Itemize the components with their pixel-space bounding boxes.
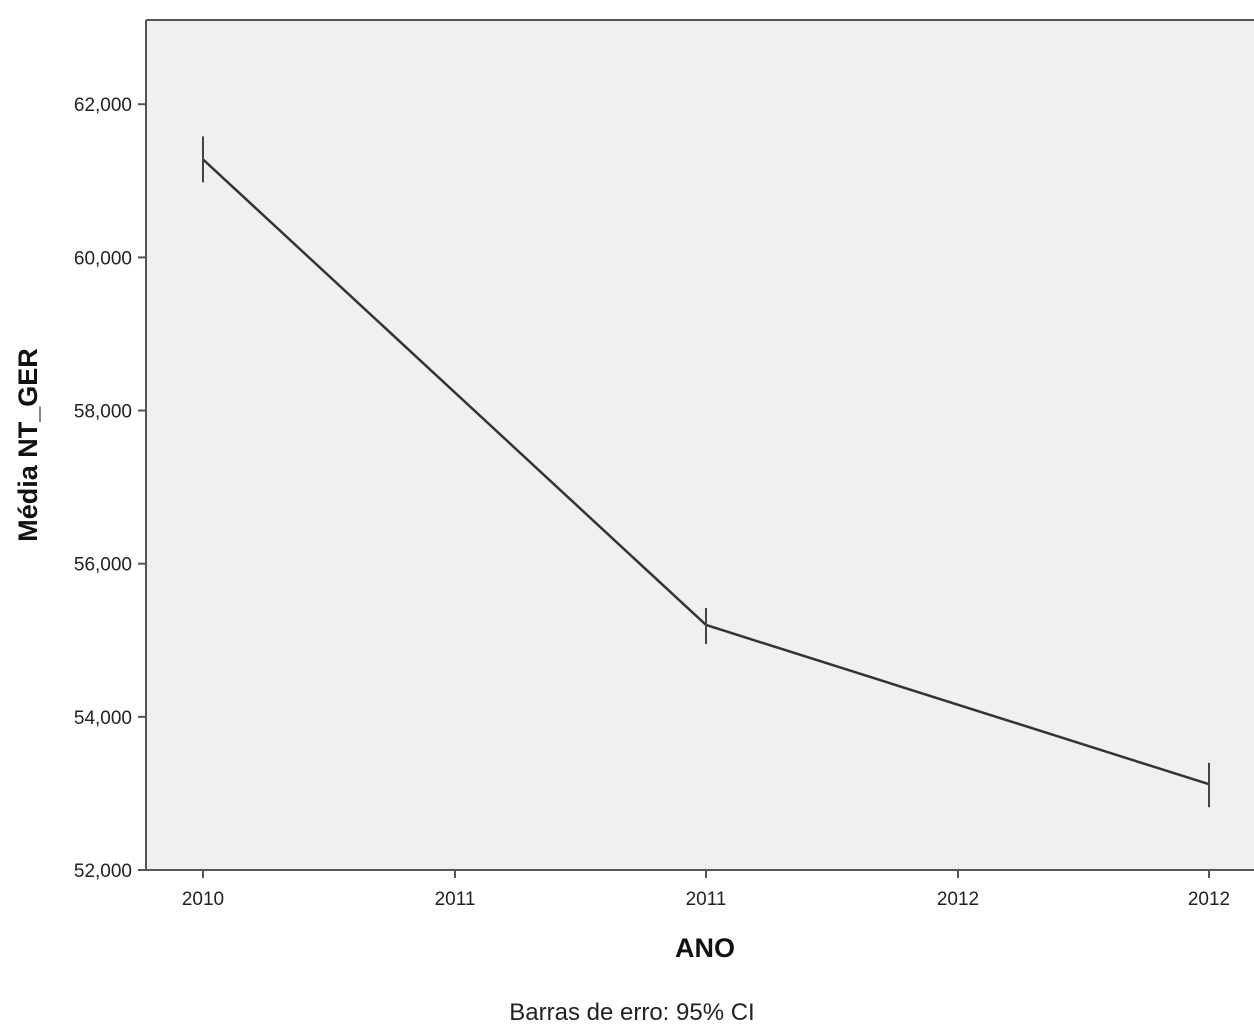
y-axis-title: Média NT_GER	[13, 348, 43, 542]
y-tick-label: 62,000	[74, 95, 132, 116]
x-tick-label: 2011	[435, 889, 476, 910]
y-tick-label: 54,000	[74, 708, 132, 729]
x-tick-label: 2012	[1188, 889, 1230, 910]
x-axis-ticks: 2010 2011 2011 2012 2012	[182, 870, 1230, 910]
y-axis-ticks: 52,000 54,000 56,000 58,000 60,000 62,000	[74, 95, 146, 882]
x-tick-label: 2011	[686, 889, 727, 910]
y-tick-label: 52,000	[74, 861, 132, 882]
series-mean-line	[202, 136, 1210, 808]
x-axis-title: ANO	[675, 933, 735, 963]
x-tick-label: 2010	[182, 889, 224, 910]
y-tick-label: 58,000	[74, 402, 132, 423]
y-tick-label: 60,000	[74, 248, 132, 269]
y-tick-label: 56,000	[74, 555, 132, 576]
x-tick-label: 2012	[937, 889, 979, 910]
error-bar-footnote: Barras de erro: 95% CI	[509, 999, 754, 1025]
plot-area	[146, 20, 1254, 870]
